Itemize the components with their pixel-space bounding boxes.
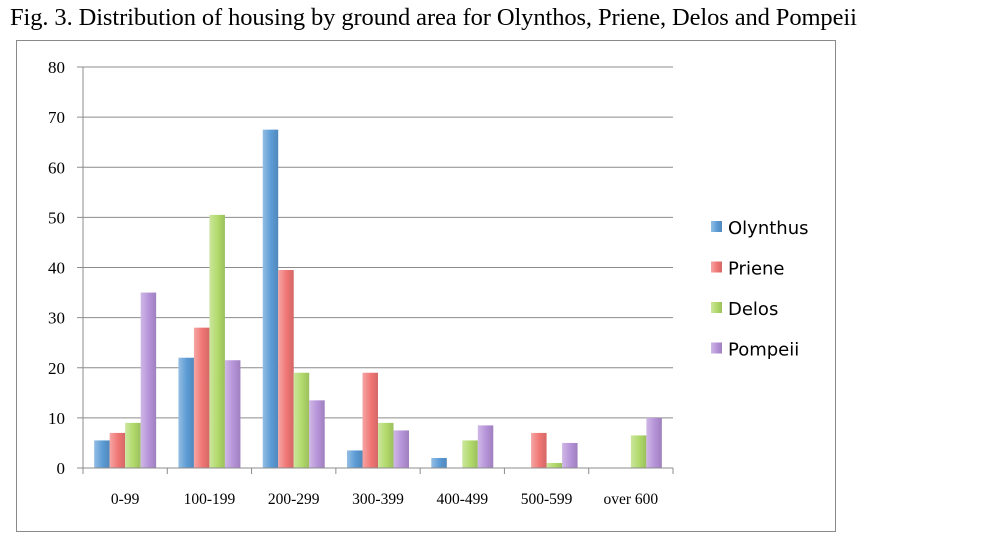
bar-pompeii-over-600: [646, 417, 662, 468]
bar-delos-400-499: [462, 440, 478, 468]
y-tick-label: 30: [48, 309, 65, 328]
bar-olynthus-100-199: [178, 357, 194, 468]
x-tick-label: 100-199: [184, 491, 236, 508]
legend-swatch: [711, 261, 722, 273]
legend-label: Olynthus: [728, 218, 808, 239]
bar-olynthus-300-399: [347, 450, 363, 468]
bar-pompeii-200-299: [309, 400, 325, 468]
figure-caption: Fig. 3. Distribution of housing by groun…: [10, 4, 857, 31]
bar-delos-100-199: [209, 214, 225, 468]
bar-olynthus-0-99: [94, 440, 110, 468]
legend-swatch: [711, 221, 722, 232]
bar-delos-300-399: [378, 422, 394, 468]
bar-pompeii-100-199: [224, 360, 241, 468]
chart-frame: 0 10 20 30 40 50 60 70 80 0-99 100-199 200-299 300-3…: [16, 40, 836, 532]
y-tick-label: 50: [48, 208, 65, 227]
y-tick-label: 0: [57, 459, 66, 478]
legend: Olynthus Priene Delos Pompeii: [711, 218, 808, 361]
bar-delos-over-600: [630, 435, 647, 468]
x-tick-label: 400-499: [436, 491, 488, 508]
legend-label: Priene: [728, 259, 785, 280]
x-tick-label: 300-399: [352, 491, 404, 508]
y-tick-label: 80: [48, 58, 65, 77]
x-tick-label: over 600: [604, 491, 659, 508]
x-tick-label: 0-99: [111, 491, 140, 508]
axes: 0 10 20 30 40 50 60 70 80 0-99 100-199 200-299 300-3…: [48, 58, 674, 508]
y-tick-label: 10: [48, 409, 65, 428]
legend-swatch: [711, 302, 722, 313]
x-tick-label: 200-299: [268, 491, 320, 508]
bar-delos-0-99: [125, 422, 141, 468]
gridlines: [83, 66, 673, 419]
y-tick-label: 70: [48, 108, 65, 127]
legend-swatch: [711, 342, 722, 354]
bar-priene-200-299: [278, 270, 294, 468]
bar-pompeii-500-599: [562, 442, 578, 468]
bars: [94, 129, 662, 468]
bar-priene-300-399: [362, 372, 378, 468]
legend-label: Delos: [728, 299, 778, 320]
legend-label: Pompeii: [728, 340, 799, 361]
bar-priene-0-99: [109, 432, 126, 468]
y-tick-label: 40: [48, 259, 65, 278]
bar-priene-500-599: [531, 432, 547, 468]
bar-chart: 0 10 20 30 40 50 60 70 80 0-99 100-199 200-299 300-3…: [48, 58, 808, 508]
y-tick-label: 20: [48, 359, 65, 378]
bar-delos-200-299: [293, 372, 310, 468]
bar-olynthus-200-299: [262, 129, 279, 468]
x-tick-label: 500-599: [521, 491, 573, 508]
bar-olynthus-400-499: [431, 457, 447, 468]
y-tick-label: 60: [48, 158, 65, 177]
bar-pompeii-0-99: [140, 292, 157, 468]
bar-delos-500-599: [546, 462, 563, 468]
bar-pompeii-400-499: [477, 425, 494, 468]
bar-priene-100-199: [193, 327, 210, 468]
bar-pompeii-300-399: [393, 430, 409, 468]
